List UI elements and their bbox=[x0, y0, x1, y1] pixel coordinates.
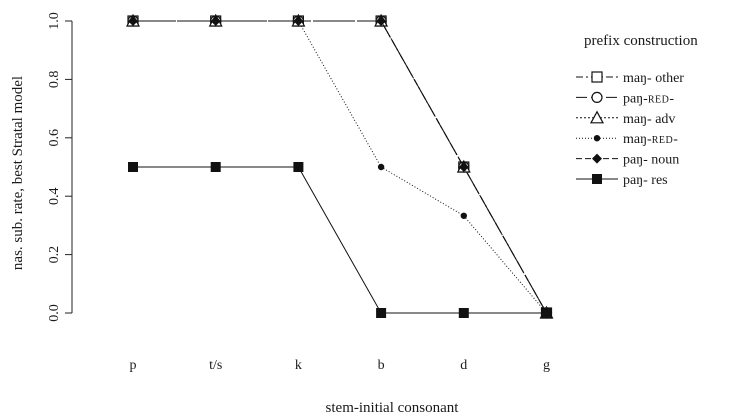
legend-label-part: maŋ- adv bbox=[623, 112, 675, 127]
y-tick-label: 0.4 bbox=[47, 187, 62, 205]
legend-marker bbox=[592, 174, 602, 184]
x-tick-label: d bbox=[460, 358, 467, 373]
data-point bbox=[128, 16, 138, 26]
legend-label-part: paŋ- noun bbox=[623, 153, 679, 168]
legend-label-part: paŋ- bbox=[623, 91, 648, 106]
data-point bbox=[460, 212, 467, 219]
legend-item: maŋ-RED- bbox=[576, 132, 678, 147]
data-point bbox=[376, 308, 387, 318]
data-point bbox=[128, 162, 138, 172]
legend-item: maŋ- adv bbox=[576, 110, 675, 127]
series-line bbox=[133, 20, 547, 314]
legend-marker bbox=[593, 135, 601, 142]
data-point bbox=[458, 162, 469, 172]
legend-marker bbox=[591, 71, 603, 83]
legend-label-part: paŋ- res bbox=[623, 173, 668, 188]
legend-label: paŋ- res bbox=[623, 173, 668, 188]
legend-marker bbox=[591, 91, 603, 104]
x-tick-label: p bbox=[130, 358, 137, 373]
x-tick-label: b bbox=[378, 358, 385, 373]
legend-marker bbox=[592, 153, 602, 164]
legend-label-part: maŋ- bbox=[623, 132, 652, 147]
y-tick-label: 0.2 bbox=[47, 246, 62, 264]
legend-label-part: maŋ- other bbox=[623, 71, 684, 86]
y-tick-label: 0.6 bbox=[47, 129, 62, 147]
series-5 bbox=[128, 162, 552, 318]
legend-label: maŋ-RED- bbox=[623, 132, 678, 147]
legend-item: paŋ- noun bbox=[576, 153, 679, 168]
legend-title: prefix construction bbox=[584, 33, 698, 49]
legend-item: paŋ- res bbox=[576, 173, 668, 188]
data-point bbox=[210, 162, 221, 172]
legend-label-part: RED bbox=[652, 135, 674, 146]
legend-item: maŋ- other bbox=[576, 71, 684, 86]
data-point bbox=[377, 163, 385, 171]
legend-label: maŋ- adv bbox=[623, 112, 675, 127]
legend-label: paŋ-RED- bbox=[623, 91, 674, 106]
series-line bbox=[133, 20, 547, 314]
x-tick-label: k bbox=[295, 358, 302, 373]
series-line bbox=[133, 20, 547, 314]
data-point bbox=[376, 16, 387, 26]
x-tick-label: g bbox=[543, 358, 550, 373]
data-point bbox=[293, 16, 304, 26]
axes: 0.0 0.2 0.4 0.6 0.8 1.0 nas. sub. rate, best S… bbox=[10, 12, 550, 416]
legend-label: maŋ- other bbox=[623, 71, 684, 86]
y-tick-label: 0.0 bbox=[47, 304, 62, 322]
data-point bbox=[541, 308, 552, 318]
x-tick-label: t/s bbox=[209, 358, 222, 373]
legend-label-part: RED bbox=[648, 94, 670, 105]
y-axis-title: nas. sub. rate, best Stratal model bbox=[10, 76, 26, 270]
legend-marker bbox=[589, 110, 605, 124]
series-layer bbox=[125, 13, 554, 319]
x-axis-title: stem-initial consonant bbox=[326, 400, 460, 415]
legend-label-part: - bbox=[669, 91, 674, 106]
y-tick-label: 0.8 bbox=[47, 71, 62, 89]
legend-label: paŋ- noun bbox=[623, 153, 679, 168]
data-point bbox=[210, 16, 221, 26]
legend-label-part: - bbox=[673, 132, 678, 147]
data-point bbox=[293, 162, 304, 172]
y-tick-label: 1.0 bbox=[47, 12, 62, 30]
series-line bbox=[133, 166, 547, 314]
legend-item: paŋ-RED- bbox=[576, 91, 674, 106]
data-point bbox=[458, 308, 469, 318]
